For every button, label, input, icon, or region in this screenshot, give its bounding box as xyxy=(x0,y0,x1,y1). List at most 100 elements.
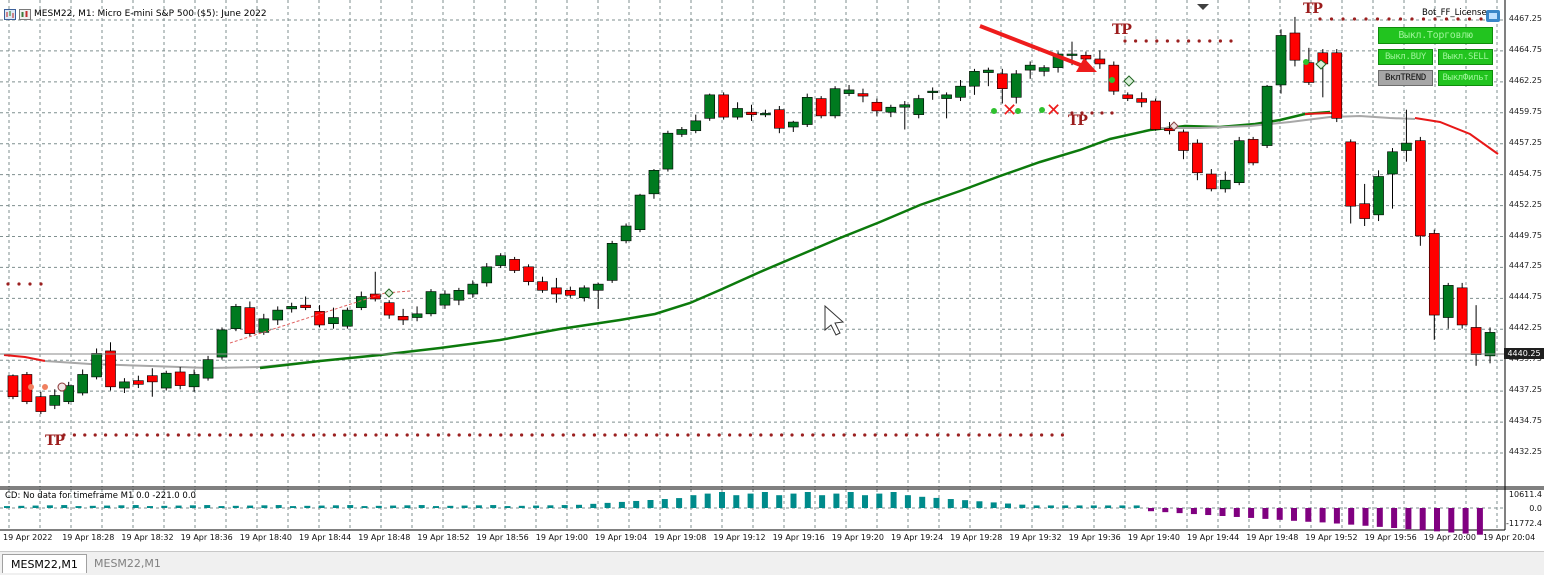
candle xyxy=(467,280,479,298)
filter-toggle-button[interactable]: ВыклФильт xyxy=(1438,70,1493,86)
tp-dot xyxy=(239,433,243,437)
cd-bar xyxy=(1333,508,1340,524)
candle xyxy=(1401,109,1412,162)
cd-bar xyxy=(1319,508,1326,523)
time-axis-label: 19 Apr 18:36 xyxy=(180,533,233,542)
cd-bar xyxy=(175,505,182,508)
cd-bar xyxy=(976,501,983,508)
time-axis-label: 19 Apr 18:56 xyxy=(476,533,529,542)
candle-body xyxy=(35,396,47,412)
candle-body xyxy=(453,290,465,301)
mouse-cursor-icon xyxy=(824,304,845,336)
cd-bar xyxy=(590,503,597,508)
cd-scale-mid: 0.0 xyxy=(1529,504,1542,513)
tp-dot xyxy=(780,433,784,437)
time-axis-label: 19 Apr 19:32 xyxy=(1009,533,1062,542)
tab-mesm22-m1-active[interactable]: MESM22,M1 xyxy=(2,554,87,573)
trade-toggle-button[interactable]: Выкл.Торговлю xyxy=(1378,27,1493,44)
tp-dot xyxy=(1110,111,1114,115)
tp-dot xyxy=(603,433,607,437)
cd-bar xyxy=(1219,508,1226,516)
candle-body xyxy=(1331,52,1343,119)
candle xyxy=(342,307,353,329)
candle xyxy=(244,301,256,337)
candle-body xyxy=(746,111,757,115)
cd-bar xyxy=(1348,508,1355,525)
tp-dot xyxy=(738,433,742,437)
price-chart[interactable] xyxy=(0,0,1544,550)
candle-body xyxy=(244,307,256,334)
close-signal-icon: ✕ xyxy=(1002,100,1018,121)
candle-body xyxy=(1484,332,1496,357)
cd-bar xyxy=(1248,508,1255,518)
candle xyxy=(133,375,144,389)
close-signal-icon: ✕ xyxy=(1046,100,1062,121)
tp-dot xyxy=(509,433,513,437)
sell-toggle-button[interactable]: Выкл.SELL xyxy=(1438,49,1493,65)
trend-toggle-button[interactable]: ВклTREND xyxy=(1378,70,1433,86)
cd-bar xyxy=(204,505,211,508)
tp-dot xyxy=(1398,17,1403,21)
tp-dot xyxy=(124,433,128,437)
time-axis-label: 19 Apr 18:48 xyxy=(358,533,411,542)
candle-body xyxy=(286,306,297,310)
tp-dot xyxy=(1123,39,1127,43)
tp-dot xyxy=(561,433,565,437)
cd-bar xyxy=(790,493,797,508)
tp-dot xyxy=(1318,17,1322,21)
buy-toggle-button[interactable]: Выкл.BUY xyxy=(1378,49,1433,65)
candle-body xyxy=(1094,58,1106,65)
time-axis-label: 19 Apr 19:36 xyxy=(1068,533,1121,542)
candle xyxy=(1136,92,1147,108)
candle xyxy=(105,342,116,391)
cd-bar xyxy=(46,505,53,508)
candle-body xyxy=(983,69,994,73)
candle-body xyxy=(467,283,479,295)
chart-title: MESM22, M1: Micro E-mini S&P 500 ($5): J… xyxy=(34,9,267,19)
chart-title-bar: MESM22, M1: Micro E-mini S&P 500 ($5): J… xyxy=(4,7,267,21)
tp-dot xyxy=(1029,433,1033,437)
cd-bar xyxy=(304,505,311,508)
candle xyxy=(1484,327,1496,364)
candle xyxy=(885,104,897,118)
cd-bar xyxy=(776,495,783,508)
tab-mesm22-m1[interactable]: MESM22,M1 xyxy=(94,556,161,570)
cd-bar xyxy=(32,505,39,508)
cd-bar xyxy=(490,505,497,508)
tp-dot xyxy=(478,433,482,437)
cd-bar xyxy=(1233,508,1240,517)
candle xyxy=(202,355,214,381)
candle xyxy=(314,305,325,328)
tp-dot xyxy=(800,433,805,437)
time-axis-label: 19 Apr 18:32 xyxy=(121,533,174,542)
chart-area[interactable]: MESM22, M1: Micro E-mini S&P 500 ($5): J… xyxy=(0,0,1544,550)
candle-body xyxy=(774,109,785,129)
cd-bar xyxy=(361,506,368,508)
cd-bar xyxy=(847,492,854,508)
tp-dot xyxy=(582,433,586,437)
price-axis-label: 4464.75 xyxy=(1508,44,1542,54)
cd-bar xyxy=(604,502,611,508)
tp-dot xyxy=(1387,17,1391,21)
candle xyxy=(718,92,729,120)
cd-bar xyxy=(1476,508,1483,535)
candle xyxy=(509,256,520,273)
candle-body xyxy=(941,94,952,99)
candle-body xyxy=(829,88,841,117)
candle-body xyxy=(425,291,437,315)
candle-body xyxy=(578,287,590,299)
cd-bar xyxy=(1076,505,1083,508)
cd-bar xyxy=(332,505,339,508)
cd-bar xyxy=(733,495,740,508)
cd-bar xyxy=(690,495,697,508)
tp-dot xyxy=(572,433,576,437)
candle-body xyxy=(356,296,367,308)
candle xyxy=(704,93,716,121)
candle-body xyxy=(857,93,869,97)
moving-averages xyxy=(3,110,1499,370)
candle-body xyxy=(1010,73,1022,98)
candle xyxy=(676,127,688,137)
cd-bar xyxy=(576,504,582,508)
candle-body xyxy=(160,372,172,389)
tp-dot xyxy=(1375,17,1380,21)
